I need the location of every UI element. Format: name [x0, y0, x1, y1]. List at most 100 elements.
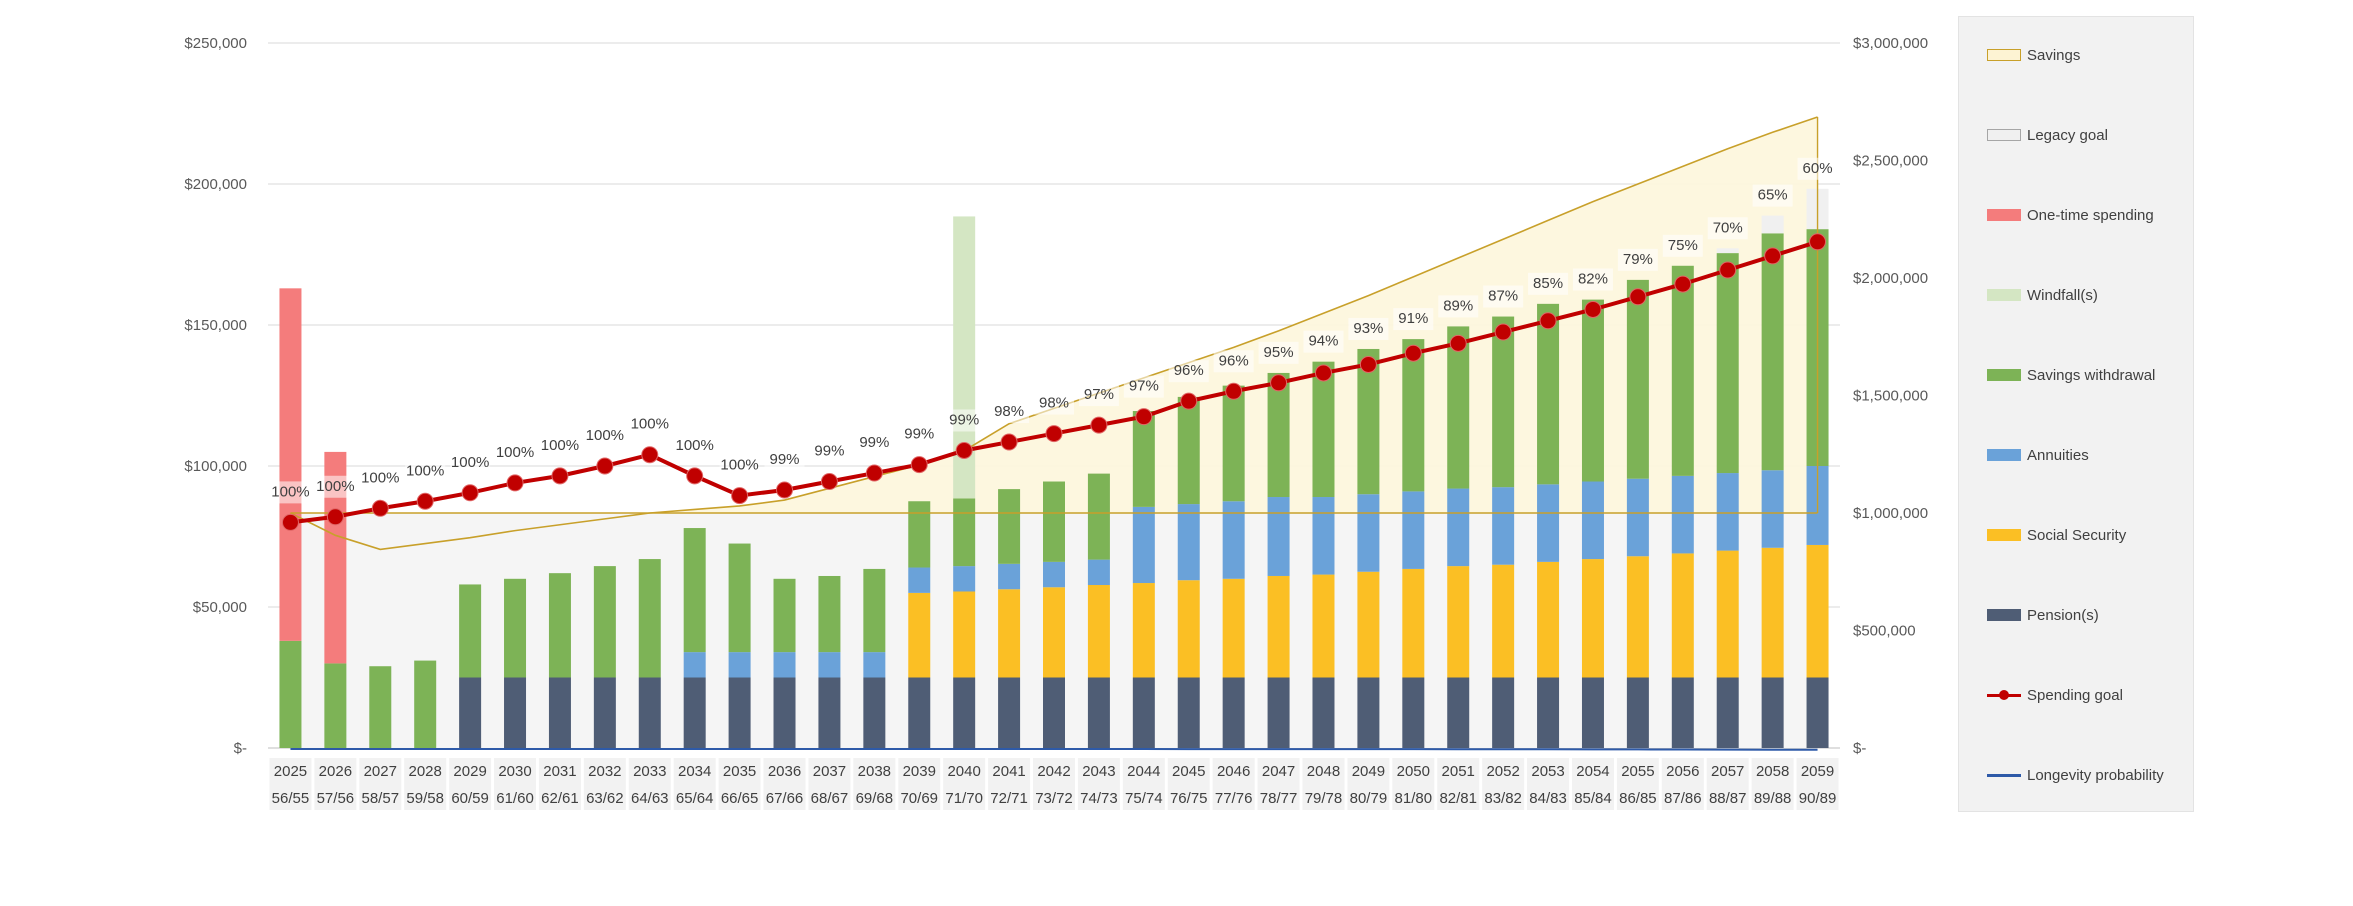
bar-annuities: [863, 652, 886, 678]
bar-social-security: [1806, 544, 1829, 678]
year-label: 2033: [633, 763, 666, 780]
bar-social-security: [1177, 580, 1200, 678]
longevity-label: 75%: [1668, 237, 1698, 254]
category-label-bg: [1751, 758, 1794, 810]
legend-swatch-windfalls: [1987, 289, 2021, 301]
category-label-bg: [1437, 758, 1480, 810]
longevity-label: 99%: [949, 411, 979, 428]
longevity-label-bg: [989, 401, 1030, 424]
year-label: 2034: [678, 763, 711, 780]
year-label: 2046: [1217, 763, 1250, 780]
longevity-label-bg: [854, 432, 895, 455]
bar-savings-withdrawal: [953, 498, 976, 567]
legend-dot-spending-goal: [1999, 689, 2009, 700]
longevity-label-bg: [1572, 268, 1613, 291]
longevity-label-bg: [315, 475, 356, 498]
longevity-label-bg: [1393, 308, 1434, 331]
bar-savings-withdrawal: [773, 578, 796, 653]
age-label: 82/81: [1439, 790, 1477, 807]
longevity-label-bg: [1168, 360, 1209, 383]
longevity-label: 87%: [1488, 288, 1518, 305]
legend-swatch-one-time-spending: [1987, 209, 2021, 221]
bar-savings-withdrawal: [459, 584, 482, 678]
category-label-bg: [853, 758, 896, 810]
category-label-bg: [1571, 758, 1614, 810]
legend-item-savings: Savings: [1987, 45, 2080, 65]
category-label-bg: [1796, 758, 1839, 810]
year-label: 2040: [947, 763, 980, 780]
age-label: 86/85: [1619, 790, 1657, 807]
category-label-bg: [359, 758, 402, 810]
legend-swatch-annuities: [1987, 449, 2021, 461]
spending-goal-point: [1270, 374, 1288, 392]
age-label: 81/80: [1395, 790, 1433, 807]
bar-savings-withdrawal: [998, 489, 1021, 564]
category-label-bg: [1033, 758, 1075, 810]
bar-legacy-goal: [1761, 215, 1784, 234]
right-axis-tick-label: $2,500,000: [1853, 153, 1928, 170]
category-label-bg: [1527, 758, 1570, 810]
age-label: 66/65: [721, 790, 759, 807]
bar-savings-withdrawal: [1671, 265, 1694, 476]
longevity-label-bg: [1078, 384, 1119, 407]
age-label: 84/83: [1529, 790, 1567, 807]
legend-label: Legacy goal: [2027, 126, 2108, 144]
bar-pension-s: [773, 677, 796, 748]
bar-savings-withdrawal: [1357, 348, 1380, 495]
year-label: 2058: [1756, 763, 1789, 780]
longevity-label-bg: [360, 467, 401, 490]
legend-label: Annuities: [2027, 446, 2089, 464]
right-axis-tick-label: $3,000,000: [1853, 35, 1928, 52]
bar-annuities: [1626, 478, 1649, 557]
bar-annuities: [728, 652, 751, 678]
bar-one-time-spending: [279, 288, 302, 641]
age-label: 85/84: [1574, 790, 1612, 807]
bar-social-security: [1671, 553, 1694, 678]
bar-savings-withdrawal: [1537, 303, 1560, 485]
spending-goal-point: [1629, 288, 1647, 306]
year-label: 2037: [813, 763, 846, 780]
spending-goal-point: [1045, 425, 1063, 443]
legend-swatch-savings-withdrawal: [1987, 369, 2021, 381]
year-label: 2056: [1666, 763, 1699, 780]
spending-goal-point: [371, 499, 389, 517]
bar-social-security: [1043, 587, 1065, 678]
bar-savings-withdrawal: [638, 559, 661, 678]
longevity-label-bg: [584, 425, 625, 447]
longevity-label: 97%: [1084, 386, 1114, 403]
bar-pension-s: [548, 677, 571, 748]
bar-savings-withdrawal: [1581, 299, 1604, 482]
age-label: 72/71: [990, 790, 1028, 807]
longevity-label-bg: [944, 409, 985, 432]
category-label-bg: [718, 758, 761, 810]
bar-savings-withdrawal: [863, 568, 886, 653]
bar-social-security: [1312, 574, 1335, 678]
bar-pension-s: [818, 677, 841, 748]
legend-label: One-time spending: [2027, 206, 2154, 224]
bar-social-security: [1492, 564, 1515, 678]
category-label-bg: [1706, 758, 1749, 810]
category-label-bg: [1167, 758, 1210, 810]
bar-annuities: [1492, 487, 1515, 565]
bar-pension-s: [998, 677, 1021, 748]
category-label-bg: [898, 758, 941, 810]
category-label-bg: [1122, 758, 1165, 810]
longevity-label: 100%: [361, 469, 399, 486]
bar-savings-withdrawal: [1626, 279, 1649, 479]
bar-pension-s: [1671, 677, 1694, 748]
bar-social-security: [1537, 561, 1560, 678]
bar-pension-s: [908, 677, 931, 748]
bar-savings-withdrawal: [1267, 372, 1290, 498]
age-label: 79/78: [1305, 790, 1343, 807]
bar-savings-withdrawal: [504, 578, 527, 678]
longevity-label: 98%: [994, 403, 1024, 420]
bar-pension-s: [1222, 677, 1245, 748]
longevity-label: 91%: [1398, 310, 1428, 327]
bar-savings-withdrawal: [1312, 361, 1335, 498]
age-label: 74/73: [1080, 790, 1118, 807]
bar-social-security: [1357, 571, 1380, 678]
year-label: 2041: [992, 763, 1025, 780]
longevity-label: 94%: [1308, 333, 1338, 350]
bar-savings-withdrawal: [593, 566, 616, 678]
longevity-label-bg: [1483, 285, 1524, 308]
